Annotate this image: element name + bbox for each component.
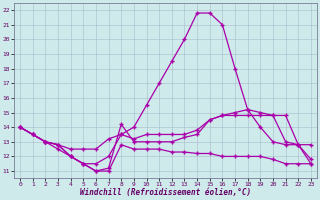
- X-axis label: Windchill (Refroidissement éolien,°C): Windchill (Refroidissement éolien,°C): [80, 188, 251, 197]
